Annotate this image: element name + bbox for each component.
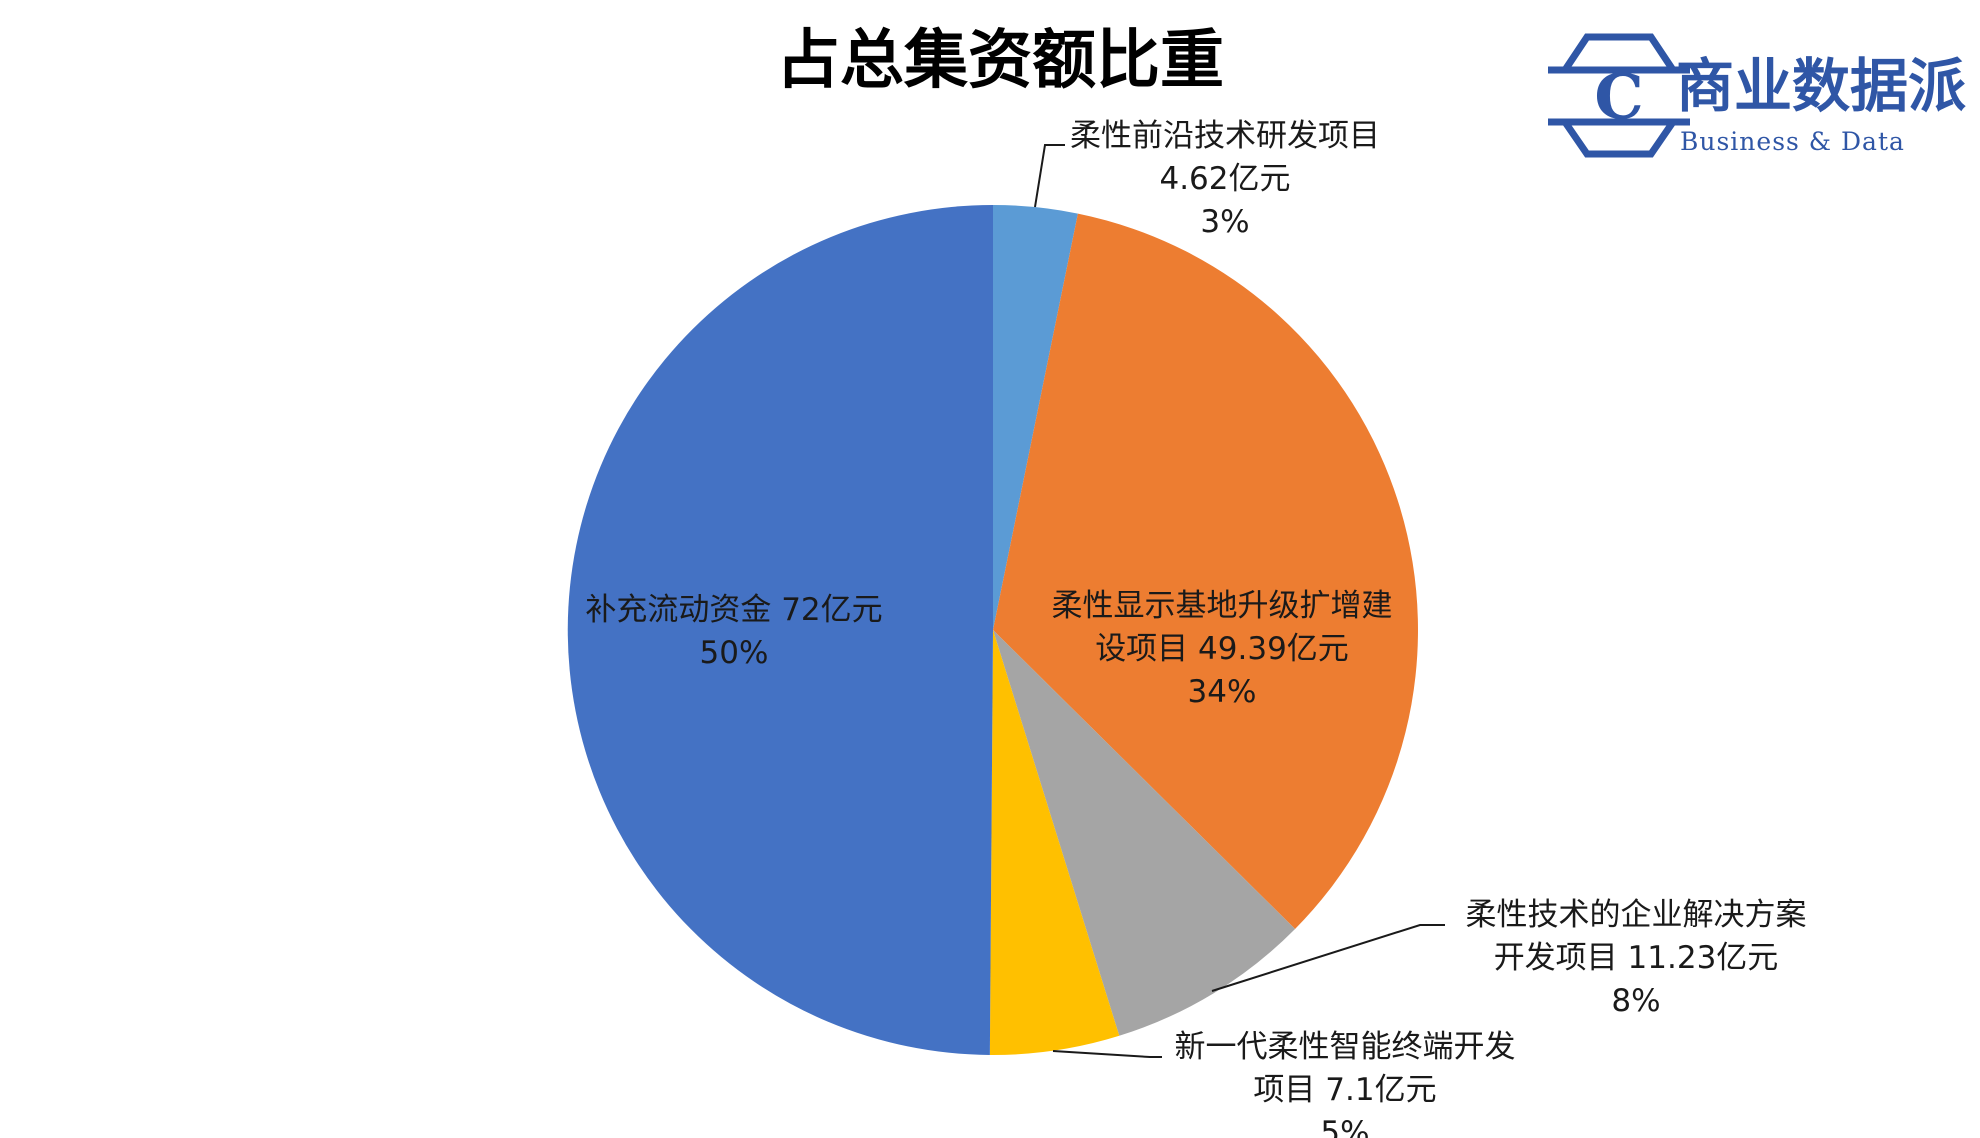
leader-line-0 [1034, 144, 1065, 208]
data-label-line: 项目 7.1亿元 [1253, 1072, 1436, 1108]
data-label-2: 柔性技术的企业解决方案开发项目 11.23亿元 8% [1466, 897, 1807, 1019]
pie-slice-3 [989, 630, 1120, 1056]
data-label-line: 4.62亿元 [1159, 161, 1290, 197]
data-label-3: 新一代柔性智能终端开发项目 7.1亿元 5% [1175, 1029, 1516, 1138]
data-label-line: 柔性技术的企业解决方案 [1466, 897, 1807, 933]
data-label-4: 补充流动资金 72亿元 50% [585, 592, 882, 671]
leader-lines [1034, 144, 1445, 1058]
chart-title: 占总集资额比重 [776, 23, 1224, 98]
data-label-line: 补充流动资金 72亿元 [585, 592, 882, 628]
data-label-line: 34% [1188, 674, 1257, 710]
data-label-line: 柔性前沿技术研发项目 [1070, 118, 1380, 154]
data-label-line: 柔性显示基地升级扩增建 [1052, 588, 1393, 624]
data-label-1: 柔性显示基地升级扩增建设项目 49.39亿元 34% [1052, 588, 1393, 710]
leader-line-2 [1052, 1050, 1162, 1058]
pie-slices [567, 204, 1418, 1056]
data-label-line: 设项目 49.39亿元 [1095, 631, 1349, 667]
data-label-0: 柔性前沿技术研发项目 4.62亿元 3% [1070, 118, 1380, 240]
pie-slice-2 [993, 630, 1296, 1036]
data-label-line: 5% [1320, 1115, 1369, 1138]
pie-slice-4 [567, 204, 993, 1055]
pie-slice-0 [993, 205, 1078, 630]
pie-slice-1 [993, 213, 1418, 929]
logo-mark: C [1594, 60, 1643, 133]
data-labels: 柔性前沿技术研发项目 4.62亿元 3% 柔性显示基地升级扩增建设项目 49.39亿元… [585, 118, 1806, 1138]
data-label-line: 开发项目 11.23亿元 [1494, 940, 1779, 976]
logo-name-en: Business & Data [1680, 127, 1905, 156]
hexagon-c-icon [1548, 33, 1690, 158]
data-label-line: 8% [1611, 983, 1660, 1019]
leader-line-1 [1211, 924, 1445, 992]
data-label-line: 新一代柔性智能终端开发 [1175, 1029, 1516, 1065]
data-label-line: 3% [1200, 204, 1249, 240]
data-label-line: 50% [700, 635, 769, 671]
logo-name-cn: 商业数据派 [1676, 52, 1966, 120]
brand-logo: C 商业数据派 Business & Data [1548, 33, 1966, 158]
